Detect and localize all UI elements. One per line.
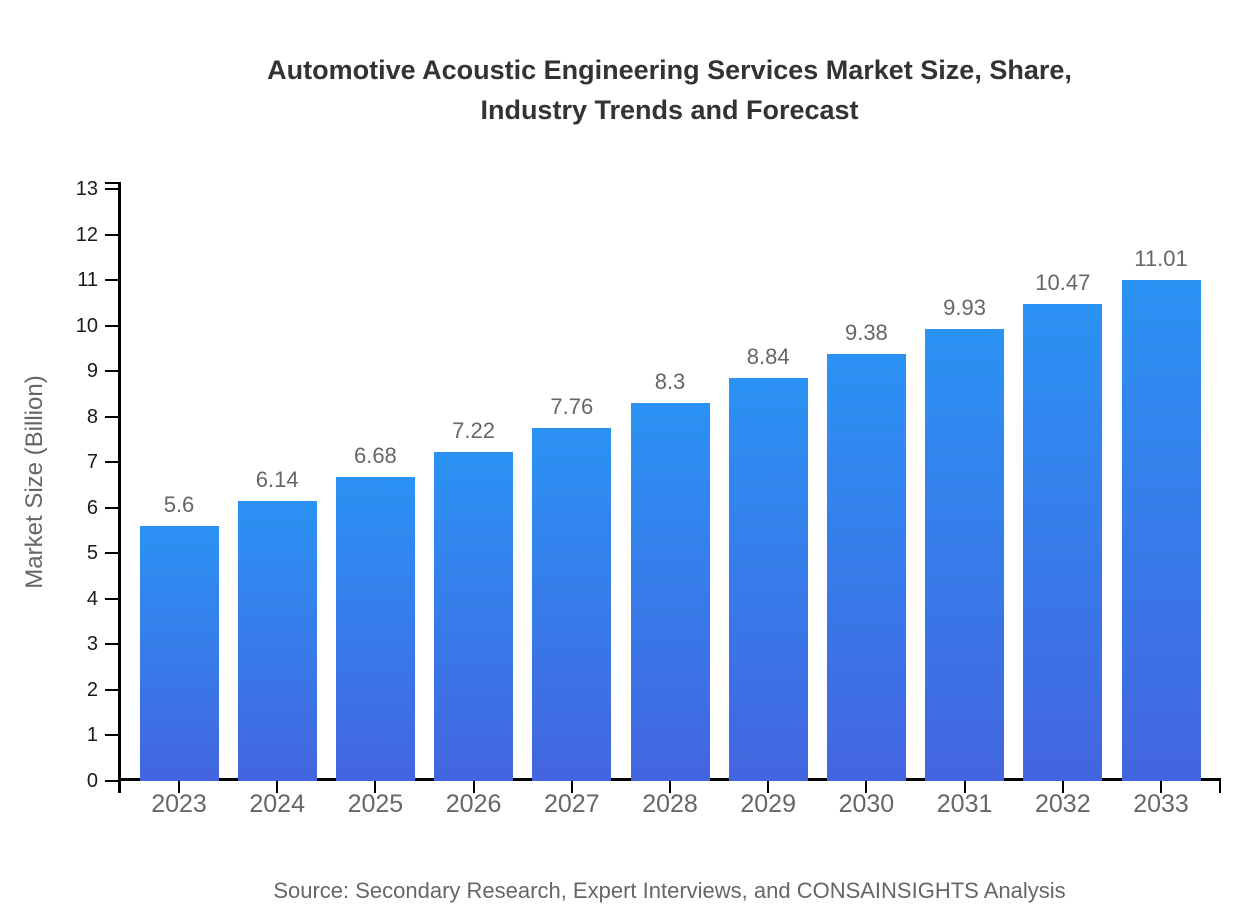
y-axis-tick [105, 233, 118, 236]
bar [728, 378, 808, 781]
x-axis-tick [865, 781, 868, 793]
x-tick-label: 2025 [347, 790, 404, 818]
plot-area: 0 1 2 3 4 5 6 7 8 9 10 11 12 13 5.6 2023 6.14 2024 6.68 202… [76, 178, 1221, 818]
bar-value-label: 11.01 [1134, 245, 1188, 271]
x-axis-tick [669, 781, 671, 793]
y-tick-label: 8 [86, 405, 98, 428]
y-axis-tick [105, 643, 118, 646]
bar-value-label: 5.6 [163, 491, 195, 517]
y-axis-tick [105, 597, 118, 600]
x-axis-tick [472, 781, 475, 793]
y-tick-label: 7 [86, 451, 98, 474]
x-axis-tick [374, 781, 377, 793]
bar-value-label: 9.93 [943, 294, 986, 320]
x-tick-label: 2026 [445, 790, 502, 818]
y-axis-tick [105, 780, 118, 782]
x-tick-label: 2031 [936, 790, 993, 818]
y-tick-label: 4 [86, 587, 98, 610]
bar-value-label: 6.68 [353, 442, 397, 468]
bar [1023, 304, 1103, 781]
bar-value-label: 8.3 [654, 369, 686, 395]
source-note: Source: Secondary Research, Expert Inter… [273, 878, 1066, 903]
x-axis-end-cap-tick [1219, 781, 1221, 793]
chart-title-line1: Automotive Acoustic Engineering Services… [267, 55, 1072, 85]
bar-value-label: 7.76 [550, 393, 594, 419]
y-tick-label: 12 [75, 223, 98, 246]
x-axis-tick [570, 781, 573, 793]
y-tick-label: 13 [75, 177, 98, 200]
x-tick-label: 2024 [249, 790, 305, 818]
y-axis-tick [105, 324, 118, 327]
y-tick-label: 0 [86, 770, 98, 792]
chart-title: Automotive Acoustic Engineering Services… [118, 50, 1221, 130]
y-tick-label: 2 [86, 678, 98, 701]
x-tick-label: 2033 [1133, 790, 1189, 818]
x-tick-label: 2030 [838, 790, 895, 818]
bar-value-label: 9.38 [844, 319, 888, 345]
bar [335, 476, 415, 781]
y-axis-tick [105, 688, 118, 691]
bar-value-label: 6.14 [255, 467, 299, 493]
x-tick-label: 2028 [642, 790, 698, 818]
x-tick-label: 2032 [1034, 790, 1091, 818]
y-axis-tick [105, 552, 118, 555]
bar [1121, 279, 1201, 781]
y-axis-tick [105, 734, 118, 737]
x-axis-tick [963, 781, 966, 793]
y-tick-label: 5 [86, 542, 98, 565]
x-axis-tick [1061, 781, 1064, 793]
y-axis-tick [105, 370, 118, 373]
chart-title-line2: Industry Trends and Forecast [480, 95, 859, 125]
y-tick-label: 9 [86, 360, 98, 383]
x-axis-tick [276, 781, 279, 793]
y-tick-label: 11 [77, 269, 98, 292]
y-axis-top-cap-tick [105, 182, 118, 184]
y-tick-label: 10 [75, 314, 98, 337]
x-axis-tick [767, 781, 770, 793]
y-tick-label: 1 [86, 724, 98, 747]
y-axis-tick [105, 187, 118, 190]
x-tick-label: 2023 [151, 790, 207, 818]
x-axis-tick [1160, 781, 1162, 793]
x-axis-tick [178, 781, 180, 793]
x-tick-label: 2029 [740, 790, 796, 818]
y-axis-tick [105, 415, 118, 418]
bar [630, 403, 710, 781]
bar [925, 328, 1005, 781]
y-axis-tick [105, 461, 118, 464]
bar [434, 452, 514, 781]
y-axis-tick [105, 506, 118, 509]
x-tick-label: 2027 [543, 790, 600, 818]
bar [237, 501, 317, 781]
bar [532, 427, 612, 781]
bar-value-label: 8.84 [746, 344, 790, 370]
y-axis-tick [105, 279, 118, 282]
bar-value-label: 7.22 [452, 418, 495, 444]
bar-value-label: 10.47 [1035, 270, 1091, 296]
y-tick-label: 3 [86, 633, 98, 656]
bar [826, 353, 906, 781]
bar [139, 525, 219, 781]
y-tick-label: 6 [86, 496, 98, 519]
y-axis-line [118, 182, 121, 793]
